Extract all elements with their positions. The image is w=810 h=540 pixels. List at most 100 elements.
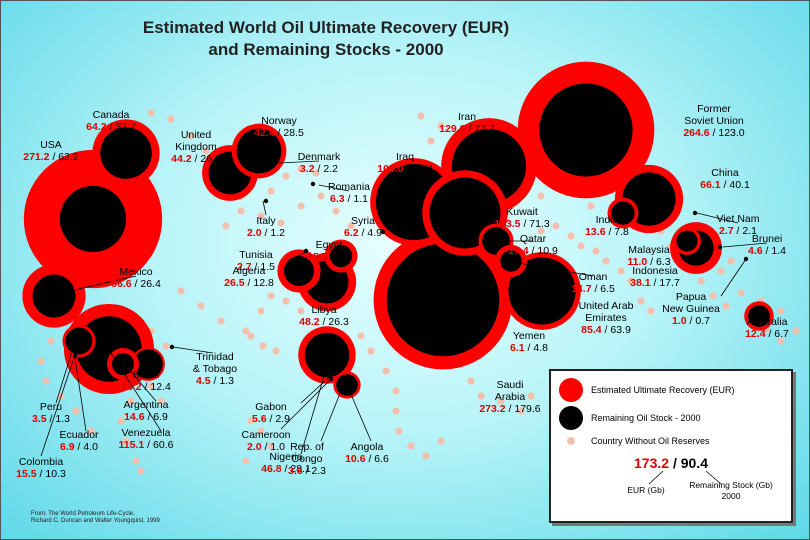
country-label: Peru 3.5 / 1.3 <box>11 401 91 425</box>
remaining-value: 2.3 <box>311 465 326 477</box>
country-name: Tunisia <box>239 249 273 261</box>
no-reserve-dot <box>257 427 265 435</box>
country-name: Oman <box>578 271 608 283</box>
no-reserve-dot <box>197 302 205 310</box>
leader-line <box>300 365 328 455</box>
no-reserve-dot <box>137 467 145 475</box>
eur-value: 103.5 <box>494 218 521 230</box>
eur-value: 4.6 <box>748 245 763 257</box>
country-label: Colombia 15.5 / 10.3 <box>1 456 81 480</box>
leader-line <box>110 352 162 432</box>
no-reserve-dot <box>272 347 280 355</box>
country-label: Norway 42.4 / 28.5 <box>239 115 319 139</box>
country-values: 129.6 / 77.7 <box>439 123 495 135</box>
country-label: Oman 14.7 / 6.5 <box>553 271 633 295</box>
eur-value: 3.6 <box>288 465 303 477</box>
remaining-value: 1.1 <box>353 193 368 205</box>
no-reserve-dot <box>127 397 135 405</box>
country-values: 5.6 / 2.9 <box>252 413 290 425</box>
country-name: Venezuela <box>121 427 171 439</box>
no-reserve-dot <box>317 192 325 200</box>
no-reserve-dot <box>737 289 745 297</box>
country-values: 6.2 / 4.9 <box>344 227 382 239</box>
country-name: Egypt <box>315 239 343 251</box>
legend-eur-unit: EUR (Gb) <box>627 485 665 495</box>
no-reserve-dot <box>267 442 275 450</box>
country-values: 64.2 / 37.7 <box>86 121 136 133</box>
country-bubble <box>263 198 269 204</box>
country-values: 15.5 / 7.1 <box>307 251 351 263</box>
remaining-circle <box>748 305 770 327</box>
remaining-value: 2.1 <box>742 225 757 237</box>
no-reserve-dot <box>552 222 560 230</box>
remaining-value: 26.4 <box>140 278 161 290</box>
eur-value: 46.8 <box>261 463 282 475</box>
country-bubble <box>22 264 86 328</box>
country-bubble <box>169 344 175 350</box>
leader-line <box>346 384 372 442</box>
no-reserve-dot <box>722 302 730 310</box>
remaining-circle <box>133 349 163 379</box>
no-reserve-dot <box>282 172 290 180</box>
country-values: 17.4 / 10.9 <box>508 245 558 257</box>
small-producer-dot <box>169 344 175 350</box>
remaining-circle <box>508 257 576 325</box>
country-name: Nigeria <box>269 451 303 463</box>
no-reserve-dot <box>332 207 340 215</box>
no-reserve-dot <box>777 307 785 315</box>
country-name: Papua New Guinea <box>662 291 720 315</box>
country-name: Mexico <box>119 266 153 278</box>
leader-line <box>125 365 157 402</box>
no-reserve-dot <box>497 397 505 405</box>
country-label: Syria 6.2 / 4.9 <box>323 215 403 239</box>
country-name: Indonesia <box>632 265 678 277</box>
eur-value: 273.2 <box>479 403 506 415</box>
no-reserve-dot <box>392 407 400 415</box>
eur-value: 3.5 <box>32 413 47 425</box>
no-reserve-dot <box>42 377 50 385</box>
no-reserve-dot <box>592 247 600 255</box>
legend-example-values: 173.2 / 90.4 <box>634 455 708 471</box>
no-reserve-dot <box>367 347 375 355</box>
country-name: Brazil <box>132 369 160 381</box>
country-label: Gabon 5.6 / 2.9 <box>231 401 311 425</box>
eur-value: 2.0 <box>247 441 262 453</box>
country-label: Malaysia 11.0 / 6.3 <box>609 244 689 268</box>
eur-value: 48.2 <box>299 316 320 328</box>
no-reserve-dot <box>259 342 267 350</box>
country-label: USA 271.2 / 62.2 <box>11 139 91 163</box>
country-bubble <box>487 315 493 321</box>
eur-value: 15.5 <box>307 251 328 263</box>
remaining-value: 1.4 <box>771 245 786 257</box>
no-reserve-dot <box>267 187 275 195</box>
leader-line <box>608 212 624 222</box>
leader-line <box>300 368 339 404</box>
remaining-value: 1.3 <box>219 375 234 387</box>
eur-value: 4.5 <box>196 375 211 387</box>
country-name: Trinidad & Tobago <box>192 351 238 375</box>
no-reserve-dot <box>792 327 800 335</box>
remaining-value: 62.2 <box>58 151 79 163</box>
legend-remaining-label: Remaining Oil Stock - 2000 <box>591 413 701 423</box>
no-reserve-dot <box>407 442 415 450</box>
remaining-value: 6.7 <box>774 328 789 340</box>
no-reserve-dot <box>477 392 485 400</box>
country-values: 42.4 / 28.5 <box>254 127 304 139</box>
no-reserve-dot <box>347 222 355 230</box>
eur-value: 16.2 <box>121 381 142 393</box>
country-values: 48.2 / 26.3 <box>299 316 349 328</box>
remaining-value: 1.2 <box>270 227 285 239</box>
leader-line <box>696 212 739 224</box>
country-label: Yemen 6.1 / 4.8 <box>489 330 569 354</box>
no-reserve-dot <box>222 222 230 230</box>
no-reserve-dot <box>297 165 305 173</box>
eur-value: 10.6 <box>345 453 366 465</box>
country-values: 26.5 / 12.8 <box>224 277 274 289</box>
country-values: 38.1 / 17.7 <box>630 277 680 289</box>
country-values: 15.5 / 10.3 <box>16 468 66 480</box>
legend-remaining-year: 2000 <box>721 491 741 501</box>
legend-no-reserves-symbol <box>567 437 575 445</box>
country-name: Syria <box>351 215 375 227</box>
country-values: 12.4 / 6.7 <box>745 328 789 340</box>
legend: Estimated Ultimate Recovery (EUR) Remain… <box>549 369 793 523</box>
